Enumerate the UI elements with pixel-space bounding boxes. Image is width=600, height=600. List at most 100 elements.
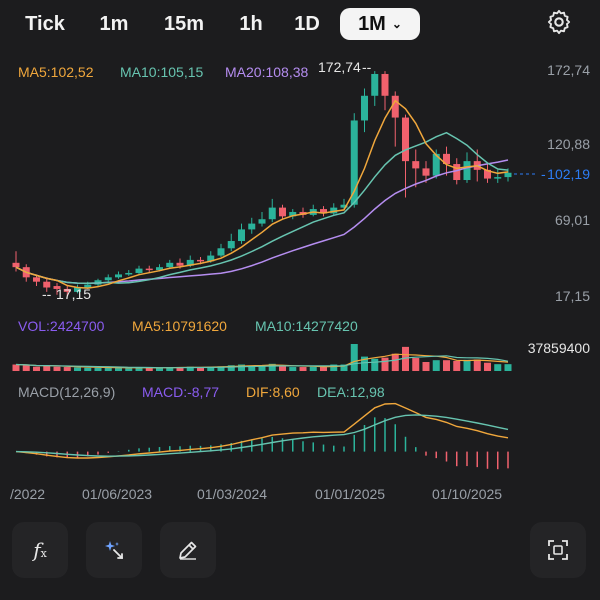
volume-bar xyxy=(361,356,368,371)
tab-1d[interactable]: 1D xyxy=(294,13,320,35)
volume-bar xyxy=(432,360,440,371)
ai-tools-button[interactable] xyxy=(86,522,142,578)
volume-bar xyxy=(473,359,481,371)
candle-body xyxy=(135,268,143,273)
dif-line xyxy=(15,402,509,459)
candle-body xyxy=(166,262,174,268)
candle-body xyxy=(125,272,133,275)
tab-tick[interactable]: Tick xyxy=(25,13,65,35)
volume-bar xyxy=(299,367,307,371)
volume-bar xyxy=(176,367,184,371)
volume-bar xyxy=(279,365,286,371)
volume-bar xyxy=(197,367,204,371)
candle-body xyxy=(217,248,225,256)
candle-body xyxy=(381,73,389,96)
candle-body xyxy=(279,207,286,217)
candle-body xyxy=(268,207,276,220)
candle-body xyxy=(463,161,471,181)
candle-body xyxy=(115,274,122,278)
candle-body xyxy=(186,259,194,266)
volume-bar xyxy=(443,360,450,371)
vol-max-label: 37859400 xyxy=(528,340,591,356)
low-marker-label: 17,15 xyxy=(56,286,91,302)
volume-bar xyxy=(63,367,71,371)
volume-bar xyxy=(238,364,245,371)
candle-body xyxy=(145,268,153,271)
candle-body xyxy=(330,207,338,214)
volume-bar xyxy=(115,367,122,371)
x-label-2: 01/03/2024 xyxy=(197,486,267,502)
volume-bar xyxy=(227,365,235,371)
volume-bar xyxy=(340,364,348,371)
candle-body xyxy=(197,259,204,262)
x-label-3: 01/01/2025 xyxy=(315,486,385,502)
volume-bar xyxy=(135,367,143,371)
tab-1month-label: 1M xyxy=(358,13,386,35)
volume-bar xyxy=(33,366,40,371)
tab-1m[interactable]: 1m xyxy=(99,13,129,35)
tab-15m[interactable]: 15m xyxy=(163,13,205,35)
tab-1month[interactable]: 1M ⌄ xyxy=(340,8,420,40)
volume-bar xyxy=(156,367,163,371)
ma5-line xyxy=(15,99,509,289)
candle-body xyxy=(53,286,61,289)
volume-bar xyxy=(381,357,389,371)
chevron-down-icon: ⌄ xyxy=(391,17,402,31)
y-label-lower: 69,01 xyxy=(555,212,590,228)
y-label-high: 172,74 xyxy=(547,62,590,78)
indicators-button[interactable]: fx xyxy=(12,522,68,578)
volume-bar xyxy=(371,358,379,371)
volume-bar xyxy=(22,365,30,371)
vol-legend: VOL:2424700 xyxy=(18,318,105,334)
candle-body xyxy=(494,177,502,179)
candle-body xyxy=(74,287,81,292)
ma5-legend: MA5:102,52 xyxy=(18,64,94,80)
candle-body xyxy=(432,153,440,176)
y-label-upper: 120,88 xyxy=(547,136,590,152)
candle-body xyxy=(371,73,379,96)
price-chart[interactable]: MA5:102,52 MA10:105,15 MA20:108,38 172,7… xyxy=(0,48,600,516)
volume-bar xyxy=(166,367,174,371)
x-label-0: /2022 xyxy=(10,486,45,502)
volume-bar xyxy=(350,344,358,371)
volume-bar xyxy=(104,367,112,371)
volume-bar xyxy=(484,362,491,371)
fullscreen-button[interactable] xyxy=(530,522,586,578)
vol-ma10-line xyxy=(15,355,509,369)
volume-bar xyxy=(53,366,61,371)
volume-bar xyxy=(217,366,225,371)
current-price-dash: - xyxy=(541,166,546,182)
candle-body xyxy=(207,255,215,262)
pencil-icon xyxy=(179,541,197,560)
dea-line xyxy=(15,414,509,457)
tab-1h[interactable]: 1h xyxy=(239,13,263,35)
volume-bar xyxy=(412,358,420,371)
candle-body xyxy=(12,262,20,268)
candle-body xyxy=(340,204,348,208)
volume-bar xyxy=(12,364,20,371)
volume-bar xyxy=(94,367,102,371)
candle-body xyxy=(238,229,245,242)
ma20-legend: MA20:108,38 xyxy=(225,64,308,80)
volume-bar xyxy=(453,360,461,371)
volume-bar xyxy=(43,365,51,371)
y-label-low: 17,15 xyxy=(555,288,590,304)
candle-body xyxy=(289,211,297,217)
volume-bar xyxy=(422,362,430,371)
volume-bar xyxy=(402,346,409,371)
drawing-tool-button[interactable] xyxy=(160,522,216,578)
candle-body xyxy=(443,153,450,165)
candle-body xyxy=(504,172,512,178)
volume-bar xyxy=(268,363,276,371)
vol-ma10-legend: MA10:14277420 xyxy=(255,318,358,334)
volume-bar xyxy=(463,359,471,371)
candle-body xyxy=(402,117,409,162)
gear-icon[interactable] xyxy=(545,8,573,36)
candle-body xyxy=(63,288,71,292)
high-marker-label: 172,74 xyxy=(318,59,361,75)
candle-body xyxy=(84,284,92,288)
fullscreen-icon xyxy=(548,540,568,560)
function-fx-icon: fx xyxy=(33,538,47,562)
candle-body xyxy=(320,209,327,214)
candle-body xyxy=(258,219,266,224)
